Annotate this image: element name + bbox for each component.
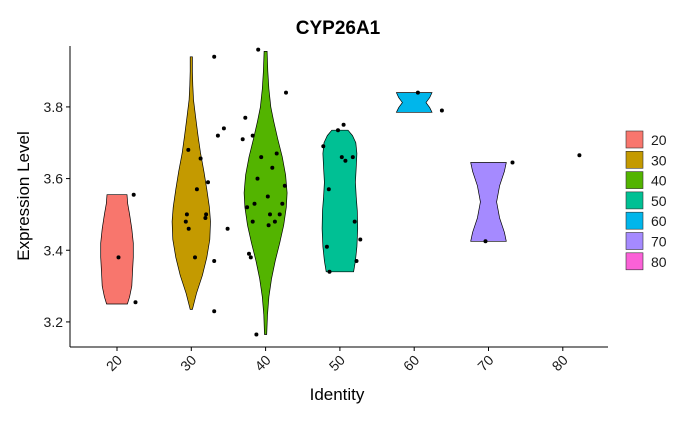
point-50-6 bbox=[343, 158, 348, 163]
point-40-14 bbox=[248, 255, 253, 260]
point-40-12 bbox=[250, 219, 255, 224]
point-40-18 bbox=[277, 212, 282, 217]
point-40-8 bbox=[250, 133, 255, 138]
violin-70 bbox=[470, 162, 507, 242]
y-axis-ticks: 3.2 3.4 3.6 3.8 bbox=[44, 99, 70, 330]
point-50-9 bbox=[354, 259, 359, 263]
point-40-19 bbox=[280, 201, 285, 206]
points-layer bbox=[116, 47, 582, 337]
point-40-0 bbox=[254, 332, 259, 337]
x-tick-label-50: 50 bbox=[326, 352, 348, 374]
point-30-10 bbox=[221, 126, 226, 131]
y-tick-label: 3.8 bbox=[44, 99, 64, 115]
point-40-13 bbox=[247, 251, 251, 256]
point-30-8 bbox=[225, 226, 230, 231]
point-40-4 bbox=[270, 165, 275, 170]
x-axis-title: Identity bbox=[310, 385, 365, 404]
point-40-16 bbox=[255, 176, 260, 181]
legend: 20 30 40 50 60 70 80 bbox=[625, 130, 667, 271]
point-70-1 bbox=[510, 160, 515, 165]
point-40-1 bbox=[256, 47, 261, 52]
violin-50 bbox=[321, 129, 359, 273]
point-40-6 bbox=[272, 219, 277, 224]
legend-label-30: 30 bbox=[651, 152, 667, 168]
point-20-0 bbox=[116, 255, 121, 260]
point-40-3 bbox=[274, 151, 279, 156]
point-30-3 bbox=[194, 187, 199, 192]
point-40-9 bbox=[240, 137, 245, 142]
y-tick-label: 3.4 bbox=[44, 242, 64, 258]
point-50-5 bbox=[341, 122, 346, 127]
point-30-13 bbox=[212, 309, 217, 314]
y-tick-label: 3.6 bbox=[44, 171, 64, 187]
point-40-10 bbox=[243, 115, 248, 120]
legend-swatch-50 bbox=[625, 191, 644, 210]
point-40-5 bbox=[268, 212, 272, 217]
point-60-1 bbox=[439, 108, 444, 113]
point-30-2 bbox=[186, 147, 191, 152]
point-40-15 bbox=[252, 201, 257, 206]
legend-label-50: 50 bbox=[651, 193, 667, 209]
point-40-17 bbox=[265, 194, 270, 199]
point-20-1 bbox=[131, 192, 136, 197]
point-30-11 bbox=[206, 180, 210, 185]
legend-swatch-80 bbox=[625, 252, 644, 271]
x-tick-label-70: 70 bbox=[474, 352, 496, 374]
point-50-1 bbox=[324, 244, 329, 249]
y-tick-label: 3.2 bbox=[44, 314, 64, 330]
point-30-0 bbox=[183, 219, 188, 224]
x-tick-label-20: 20 bbox=[103, 352, 125, 374]
point-50-4 bbox=[339, 155, 344, 160]
point-40-2 bbox=[284, 90, 288, 95]
point-80-0 bbox=[577, 153, 582, 158]
x-tick-label-40: 40 bbox=[251, 352, 273, 374]
point-30-15 bbox=[193, 255, 197, 260]
point-30-14 bbox=[212, 54, 217, 59]
point-50-7 bbox=[350, 155, 355, 160]
point-50-10 bbox=[358, 237, 363, 242]
x-tick-label-80: 80 bbox=[549, 352, 571, 374]
legend-swatch-60 bbox=[625, 211, 644, 230]
x-axis-ticks: 20 30 40 50 60 70 80 bbox=[103, 347, 571, 374]
point-50-0 bbox=[321, 144, 326, 149]
point-50-3 bbox=[326, 187, 331, 192]
legend-swatch-30 bbox=[625, 151, 644, 169]
legend-label-20: 20 bbox=[651, 132, 667, 148]
point-40-20 bbox=[282, 183, 287, 188]
point-60-0 bbox=[415, 90, 420, 95]
legend-swatch-20 bbox=[625, 130, 644, 149]
point-30-6 bbox=[204, 212, 209, 217]
point-30-7 bbox=[212, 259, 217, 263]
point-30-12 bbox=[184, 212, 189, 217]
point-30-4 bbox=[198, 156, 203, 161]
violin-40 bbox=[243, 51, 288, 335]
violin-20 bbox=[100, 194, 134, 305]
legend-swatch-40 bbox=[625, 171, 644, 189]
point-40-11 bbox=[245, 205, 250, 210]
point-40-7 bbox=[259, 155, 264, 160]
legend-label-40: 40 bbox=[651, 173, 667, 189]
point-20-2 bbox=[133, 300, 138, 305]
x-tick-label-60: 60 bbox=[400, 352, 422, 374]
violin-30 bbox=[171, 56, 211, 310]
legend-swatch-70 bbox=[625, 232, 644, 250]
point-30-1 bbox=[186, 226, 191, 231]
legend-label-70: 70 bbox=[651, 234, 667, 250]
chart-title: CYP26A1 bbox=[296, 18, 381, 39]
point-70-0 bbox=[483, 239, 488, 244]
x-tick-label-30: 30 bbox=[177, 352, 199, 374]
violins-layer bbox=[100, 51, 507, 335]
point-50-11 bbox=[336, 128, 340, 133]
point-40-21 bbox=[266, 223, 271, 228]
point-30-9 bbox=[215, 133, 220, 138]
point-30-5 bbox=[203, 216, 208, 220]
legend-label-80: 80 bbox=[651, 254, 667, 270]
violin-60 bbox=[395, 92, 433, 113]
y-axis-title: Expression Level bbox=[14, 131, 33, 260]
point-50-8 bbox=[352, 219, 357, 224]
legend-label-60: 60 bbox=[651, 213, 667, 229]
point-50-2 bbox=[327, 269, 332, 274]
